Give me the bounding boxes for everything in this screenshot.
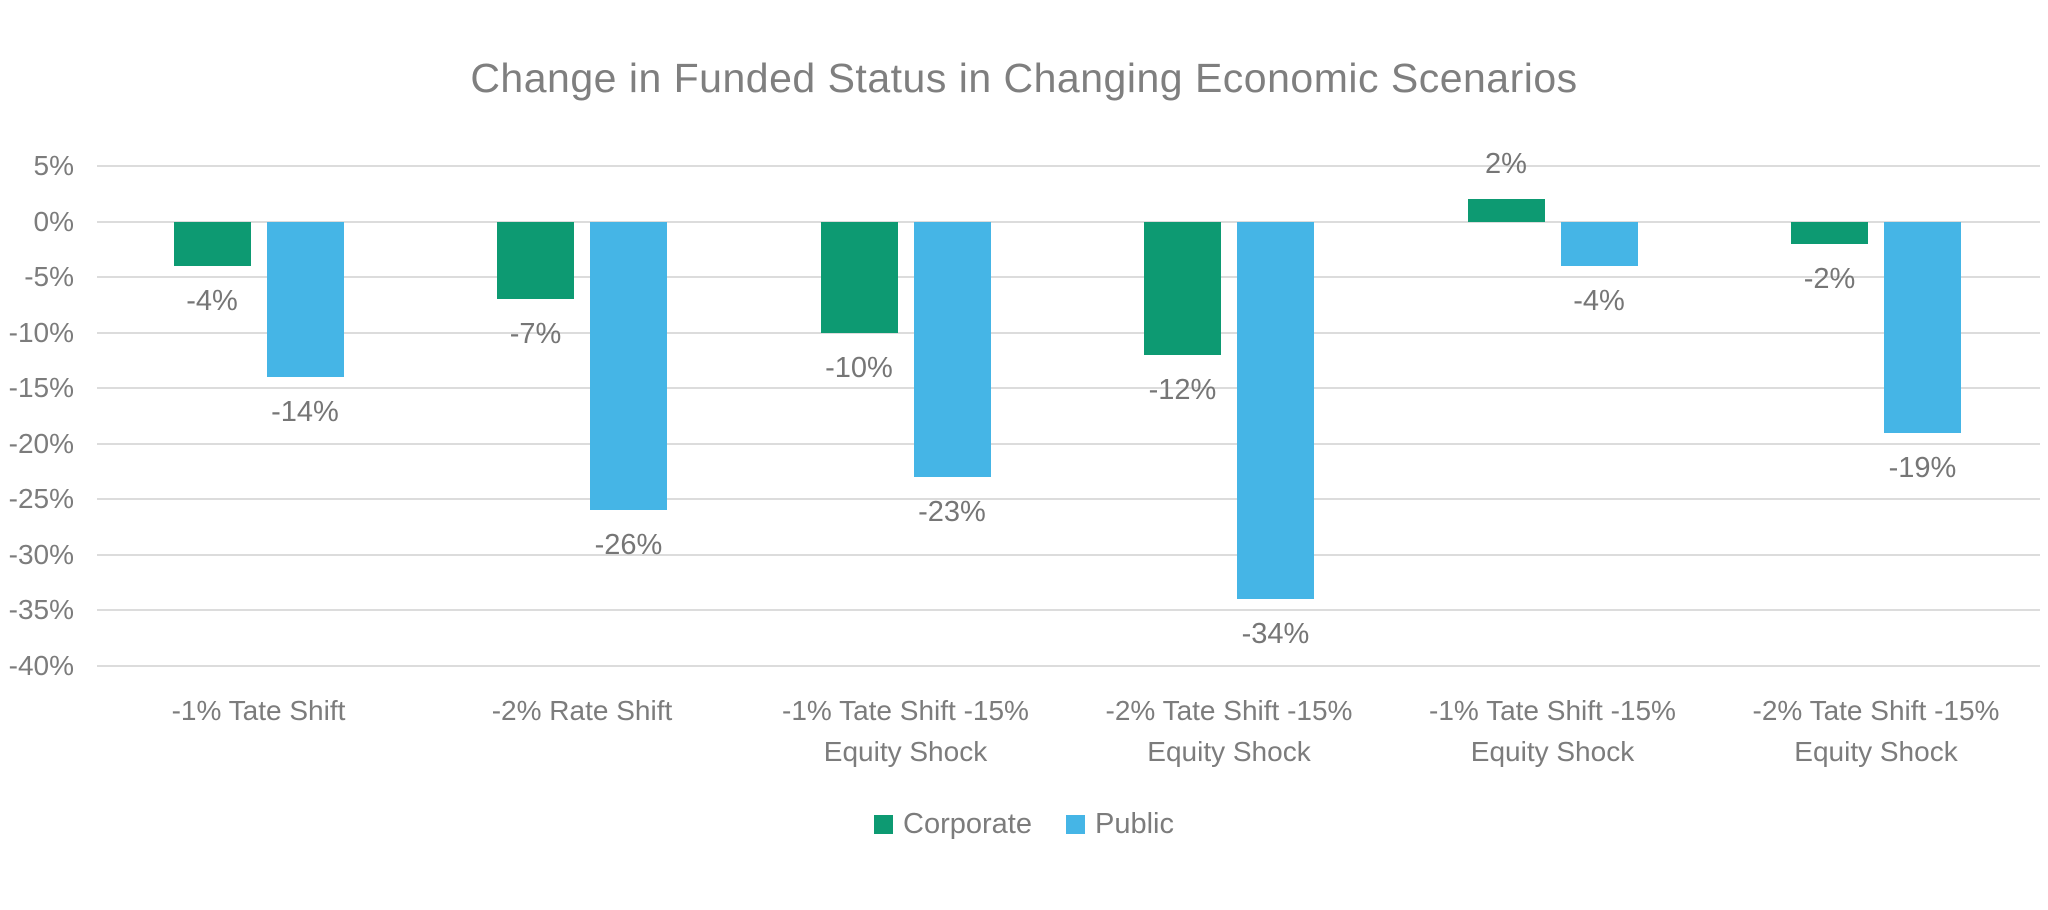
y-axis-tick-label: -25% bbox=[8, 483, 74, 515]
legend-color-swatch-public bbox=[1065, 814, 1085, 834]
legend: Corporate Public bbox=[0, 807, 2048, 841]
bar-corporate bbox=[173, 221, 251, 266]
legend-color-swatch-corporate bbox=[874, 814, 894, 834]
gridline bbox=[97, 387, 2040, 390]
x-axis-category-label: -2% Tate Shift -15% Equity Shock bbox=[1105, 695, 1353, 767]
data-label: -26% bbox=[594, 529, 663, 562]
y-axis-tick-label: -35% bbox=[8, 594, 74, 626]
gridline bbox=[97, 220, 2040, 223]
gridline bbox=[97, 276, 2040, 279]
gridline bbox=[97, 165, 2040, 167]
bar-corporate bbox=[1467, 199, 1545, 222]
y-axis-tick-label: -40% bbox=[8, 650, 74, 681]
data-label: -7% bbox=[509, 318, 562, 351]
legend-item-corporate: Corporate bbox=[874, 807, 1032, 841]
y-axis-tick-label: 5% bbox=[33, 150, 74, 181]
data-label: -4% bbox=[186, 285, 238, 317]
y-axis-tick-label: -30% bbox=[8, 538, 74, 570]
gridline bbox=[97, 609, 2040, 612]
bar-public bbox=[1560, 221, 1638, 266]
data-label: -34% bbox=[1241, 618, 1310, 651]
y-axis-tick-label: -10% bbox=[8, 316, 74, 348]
bar-public bbox=[1237, 221, 1314, 600]
legend-label: Corporate bbox=[903, 808, 1032, 840]
x-axis-category-label: -2% Tate Shift -15% Equity Shock bbox=[1752, 695, 2000, 767]
bar-public bbox=[913, 221, 991, 478]
y-axis-tick-label: -20% bbox=[8, 427, 74, 459]
data-label: -19% bbox=[1888, 451, 1957, 484]
x-axis-category-label: -1% Tate Shift -15% Equity Shock bbox=[1429, 695, 1676, 767]
data-label: -2% bbox=[1803, 262, 1856, 295]
y-axis-tick-label: -5% bbox=[24, 261, 74, 293]
legend-item-public: Public bbox=[1065, 807, 1174, 841]
bar-public bbox=[590, 221, 667, 511]
legend-label: Public bbox=[1094, 808, 1174, 840]
x-axis-category-label: -1% Tate Shift bbox=[171, 695, 346, 726]
data-label: -4% bbox=[1573, 285, 1625, 317]
x-axis-category-label: -1% Tate Shift -15% Equity Shock bbox=[782, 695, 1029, 767]
gridline bbox=[97, 331, 2040, 334]
data-label: -23% bbox=[918, 496, 986, 529]
bar-corporate bbox=[1791, 221, 1868, 244]
gridline bbox=[97, 665, 2040, 667]
gridline bbox=[97, 553, 2040, 556]
chart-title: Change in Funded Status in Changing Econ… bbox=[470, 55, 1578, 101]
gridline bbox=[97, 442, 2040, 445]
y-axis-tick-label: 0% bbox=[33, 205, 74, 237]
bar-public bbox=[1884, 221, 1961, 433]
gridline bbox=[97, 498, 2040, 501]
data-label: 2% bbox=[1485, 148, 1527, 181]
bar-corporate bbox=[820, 221, 898, 333]
y-axis-tick-label: -15% bbox=[8, 372, 74, 404]
data-label: -14% bbox=[271, 396, 339, 429]
data-label: -12% bbox=[1148, 373, 1217, 406]
data-label: -10% bbox=[825, 351, 893, 384]
x-axis-category-label: -2% Rate Shift bbox=[491, 695, 673, 726]
bar-corporate bbox=[1144, 221, 1221, 355]
bar-public bbox=[266, 221, 344, 378]
bar-corporate bbox=[497, 221, 574, 300]
